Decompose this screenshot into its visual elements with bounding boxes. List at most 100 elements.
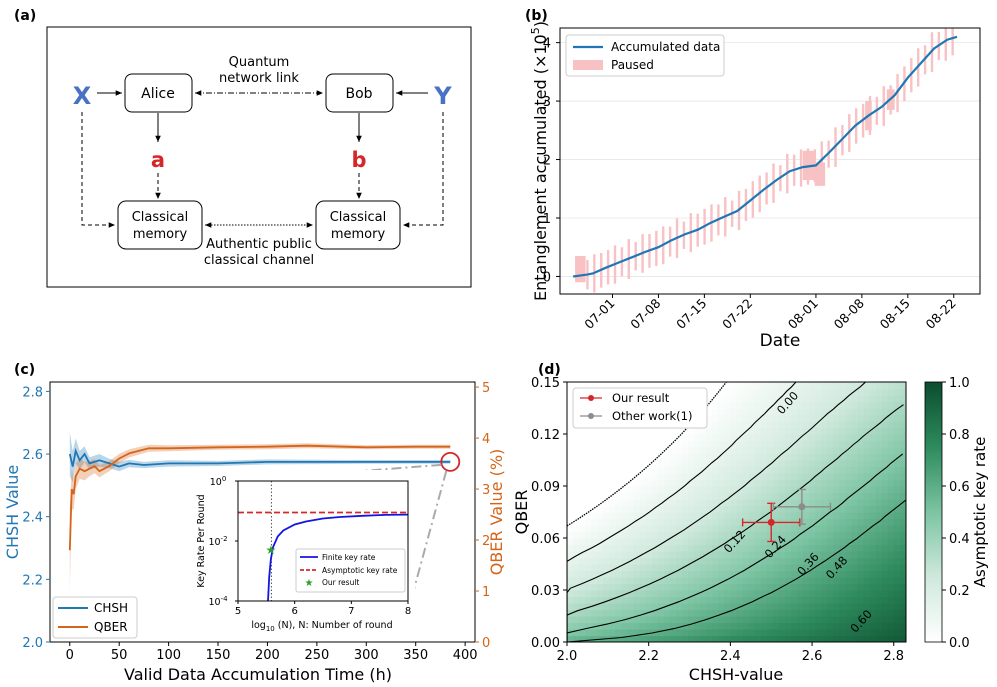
heatmap-cell [657,635,665,642]
heatmap-cell [887,622,895,630]
heatmap-cell [645,531,653,539]
heatmap-cell [591,505,598,513]
heatmap-cell [887,453,895,461]
heatmap-cell [724,505,732,513]
heatmap-cell [784,544,792,552]
heatmap-cell [887,492,895,500]
heatmap-cell [730,408,738,416]
heatmap-cell [869,538,877,546]
heatmap-cell [682,518,689,526]
heatmap-cell [851,421,859,429]
heatmap-cell [772,557,780,565]
heatmap-cell [645,629,653,637]
heatmap-cell [663,531,671,539]
heatmap-cell [797,460,804,468]
heatmap-cell [863,486,871,494]
heatmap-cell [754,525,762,533]
heatmap-cell [754,421,762,429]
heatmap-cell [821,460,828,468]
heatmap-cell [669,512,677,520]
heatmap-cell [621,538,629,546]
heatmap-cell [736,635,744,642]
heatmap-cell [760,564,768,572]
heatmap-cell [712,518,719,526]
heatmap-cell [791,408,798,416]
heatmap-cell [827,557,834,565]
heatmap-cell [615,525,623,533]
heatmap-cell [766,388,774,396]
heatmap-cell [857,596,865,604]
heatmap-cell [730,609,738,617]
heatmap-cell [639,622,647,630]
heatmap-cell [627,499,635,507]
heatmap-cell [863,388,871,396]
heatmap-cell [899,512,906,520]
heatmap-cell [736,629,744,637]
heatmap-cell [839,577,847,585]
heatmap-cell [809,486,816,494]
heatmap-cell [706,512,713,520]
heatmap-cell [760,473,768,481]
heatmap-cell [669,518,677,526]
heatmap-cell [651,505,659,513]
heatmap-cell [694,635,701,642]
heatmap-cell [712,427,719,435]
public-channel-label-1: Authentic public [206,237,312,252]
d-x-tick-label: 2.6 [802,649,823,664]
panel-c-x-axis-label: Valid Data Accumulation Time (h) [124,665,392,684]
heatmap-cell [899,434,906,442]
heatmap-cell [887,486,895,494]
heatmap-cell [627,616,635,624]
heatmap-cell [809,577,816,585]
heatmap-cell [688,577,695,585]
heatmap-cell [899,518,906,526]
heatmap-cell [803,557,810,565]
heatmap-cell [585,596,592,604]
heatmap-cell [791,421,798,429]
heatmap-cell [766,577,774,585]
heatmap-cell [893,603,901,611]
heatmap-cell [851,486,859,494]
heatmap-cell [851,603,859,611]
heatmap-cell [639,577,647,585]
heatmap-cell [881,453,889,461]
heatmap-cell [851,538,859,546]
heatmap-cell [682,583,689,591]
inset-y-tick-label: 100 [210,475,227,488]
heatmap-cell [839,557,847,565]
heatmap-cell [797,557,804,565]
c-x-tick-label: 0 [66,648,74,663]
heatmap-cell [784,499,792,507]
heatmap-cell [821,421,828,429]
heatmap-cell [899,525,906,533]
heatmap-cell [730,603,738,611]
heatmap-cell [887,525,895,533]
heatmap-cell [730,635,738,642]
legend-chsh-label: CHSH [94,601,128,615]
heatmap-cell [778,551,786,559]
heatmap-cell [881,538,889,546]
heatmap-cell [863,453,871,461]
heatmap-cell [760,577,768,585]
heatmap-cell [718,583,725,591]
heatmap-cell [742,512,750,520]
heatmap-cell [899,622,906,630]
heatmap-cell [845,466,853,474]
heatmap-cell [809,434,816,442]
heatmap-cell [784,603,792,611]
heatmap-cell [706,460,713,468]
heatmap-cell [694,622,701,630]
legend-our-result-marker [588,395,594,401]
heatmap-cell [657,544,665,552]
heatmap-cell [688,590,695,598]
heatmap-cell [803,486,810,494]
heatmap-cell [778,408,786,416]
heatmap-cell [863,460,871,468]
heatmap-cell [791,466,798,474]
heatmap-cell [803,414,810,422]
heatmap-cell [760,622,768,630]
heatmap-cell [778,427,786,435]
c-x-tick-label: 300 [354,648,379,663]
heatmap-cell [797,382,804,390]
heatmap-cell [845,577,853,585]
